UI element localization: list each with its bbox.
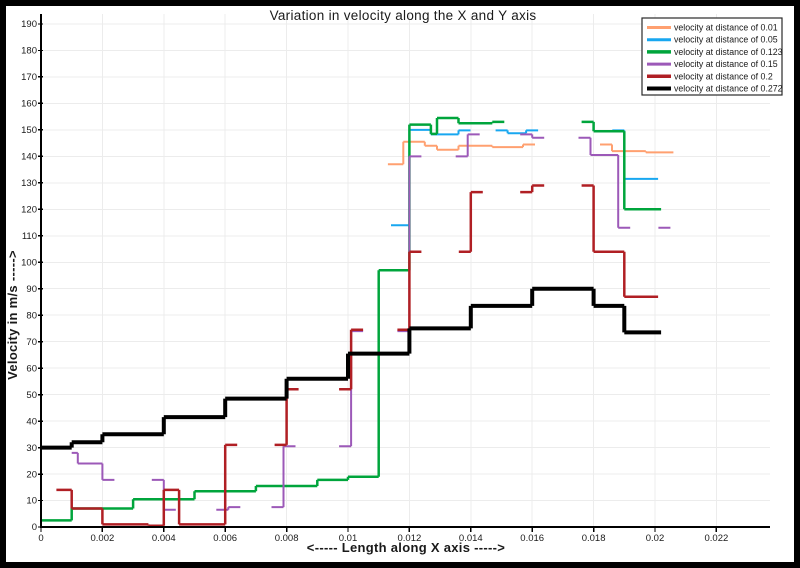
x-tick-label: 0.006 [213,533,237,544]
y-tick-label: 120 [21,205,37,216]
legend-label: velocity at distance of 0.01 [674,23,778,33]
velocity-chart: 0 0.002 0.004 0.006 0.008 0.01 0.012 0.014 0.016… [5,8,783,555]
chart-title: Variation in velocity along the X and Y … [270,8,537,23]
legend-item: velocity at distance of 0.272 [647,84,783,94]
legend-label: velocity at distance of 0.2 [674,71,773,81]
y-tick-label: 90 [26,284,37,295]
series-line-0.2 [56,184,659,527]
y-tick-label: 160 [21,99,37,110]
legend-item: velocity at distance of 0.123 [647,47,783,57]
x-tick-label: 0.02 [646,533,665,544]
tick-label-layer: 0 0.002 0.004 0.006 0.008 0.01 0.012 0.014 0.016… [21,19,728,544]
x-axis-label: <----- Length along X axis -----> [307,540,506,555]
x-tick-label: 0.018 [582,533,606,544]
y-tick-label: 80 [26,310,37,321]
x-tick-label: 0 [38,533,43,544]
x-tick-label: 0.01 [339,533,358,544]
legend: velocity at distance of 0.01 velocity at … [641,17,783,96]
y-tick-label: 140 [21,152,37,163]
x-tick-label: 0.002 [91,533,115,544]
x-tick-label: 0.014 [459,533,483,544]
legend-label: velocity at distance of 0.05 [674,35,778,45]
x-tick-label: 0.012 [398,533,422,544]
y-tick-label: 170 [21,72,37,83]
y-tick-label: 10 [26,496,37,507]
y-tick-label: 40 [26,416,37,427]
legend-box [641,17,783,96]
series-line-0.272 [41,286,662,450]
y-tick-label: 130 [21,178,37,189]
legend-label: velocity at distance of 0.123 [674,47,783,57]
y-tick-label: 50 [26,390,37,401]
legend-label: velocity at distance of 0.15 [674,59,778,69]
series-line-0.15 [71,133,671,511]
y-tick-label: 110 [22,231,37,242]
series-layer [41,116,674,527]
y-tick-label: 60 [26,363,37,374]
series-line-0.01 [387,140,674,166]
legend-label: velocity at distance of 0.272 [674,84,783,94]
legend-item: velocity at distance of 0.15 [647,59,778,69]
axis-layer [38,14,770,532]
x-tick-label: 0.004 [152,533,176,544]
series-line-0.123 [41,116,662,522]
y-tick-label: 70 [26,337,37,348]
legend-item: velocity at distance of 0.05 [647,35,778,45]
x-tick-label: 0.016 [520,533,544,544]
y-tick-label: 30 [26,443,37,454]
legend-item: velocity at distance of 0.2 [647,71,773,81]
x-tick-label: 0.008 [275,533,299,544]
y-tick-label: 100 [21,258,37,269]
y-tick-label: 150 [21,125,37,136]
legend-item: velocity at distance of 0.01 [647,23,778,33]
y-tick-label: 0 [32,522,37,533]
y-tick-label: 180 [21,46,37,57]
x-tick-label: 0.022 [705,533,729,544]
y-axis-label: Velocity in m/s -----> [6,250,20,380]
y-tick-label: 190 [21,19,37,30]
y-tick-label: 20 [26,469,37,480]
